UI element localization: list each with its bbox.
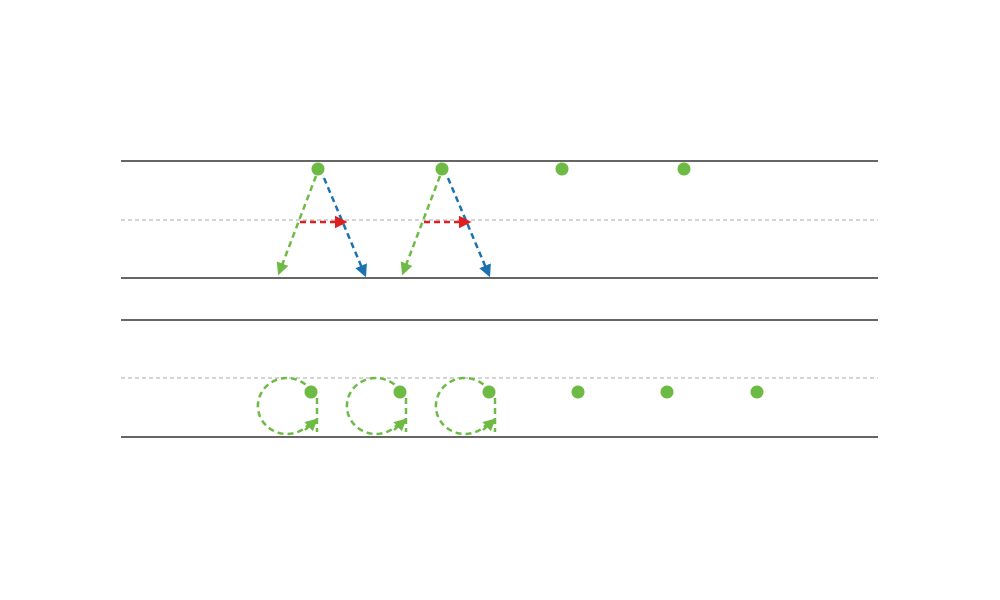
row-lower	[121, 319, 878, 438]
stroke-bowl	[434, 376, 492, 436]
stroke-left	[276, 175, 318, 276]
stroke-tail	[304, 418, 318, 432]
start-dot	[677, 162, 691, 176]
stroke-right	[322, 177, 367, 278]
letter-a-lower-guide	[256, 376, 319, 436]
stroke-tail	[393, 418, 407, 432]
stroke-tail	[482, 418, 496, 432]
start-dot	[571, 385, 585, 399]
stroke-bowl	[345, 376, 403, 436]
letter-a-lower-guide	[345, 376, 408, 436]
stroke-right	[446, 177, 491, 278]
letter-a-guide	[400, 162, 491, 278]
start-dot	[482, 385, 496, 399]
start-dot	[304, 385, 318, 399]
start-dot	[555, 162, 569, 176]
start-dot	[311, 162, 325, 176]
start-dot	[393, 385, 407, 399]
start-dot	[435, 162, 449, 176]
start-dot	[750, 385, 764, 399]
stroke-bowl	[256, 376, 314, 436]
stroke-left	[400, 175, 442, 276]
letter-a-guide	[276, 162, 367, 278]
letter-a-lower-guide	[434, 376, 497, 436]
start-dot	[660, 385, 674, 399]
row-upper	[121, 160, 878, 279]
